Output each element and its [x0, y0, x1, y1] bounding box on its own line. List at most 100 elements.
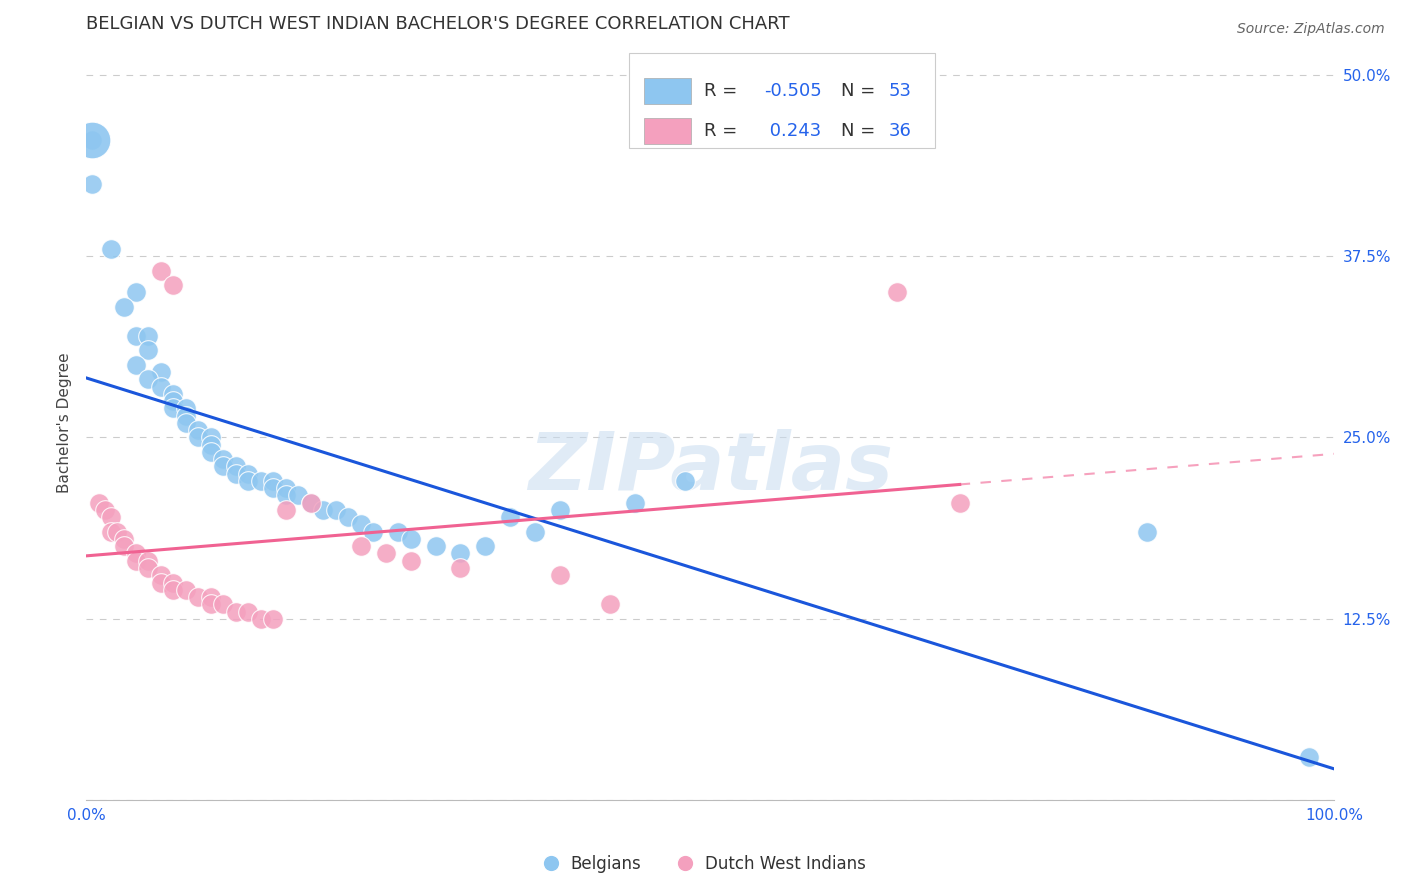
Point	[325, 503, 347, 517]
Bar	[644, 78, 692, 103]
Point	[125, 329, 148, 343]
Point	[162, 575, 184, 590]
Point	[125, 547, 148, 561]
Point	[249, 474, 271, 488]
Point	[162, 387, 184, 401]
Point	[249, 612, 271, 626]
Point	[238, 605, 260, 619]
Point	[262, 474, 284, 488]
FancyBboxPatch shape	[628, 54, 935, 147]
Point	[174, 401, 197, 416]
Text: R =: R =	[704, 82, 742, 100]
Point	[299, 496, 322, 510]
Point	[174, 582, 197, 597]
Point	[399, 554, 422, 568]
Text: R =: R =	[704, 122, 742, 140]
Point	[225, 467, 247, 481]
Point	[225, 459, 247, 474]
Point	[1298, 749, 1320, 764]
Point	[138, 343, 160, 358]
Text: N =: N =	[841, 122, 882, 140]
Point	[174, 409, 197, 423]
Point	[312, 503, 335, 517]
Point	[399, 532, 422, 546]
Point	[100, 242, 122, 256]
Point	[200, 590, 222, 604]
Point	[212, 597, 235, 611]
Text: 0.243: 0.243	[763, 122, 821, 140]
Point	[149, 568, 172, 582]
Legend: Belgians, Dutch West Indians: Belgians, Dutch West Indians	[534, 848, 872, 880]
Point	[337, 510, 360, 524]
Point	[425, 539, 447, 553]
Point	[149, 575, 172, 590]
Point	[149, 365, 172, 379]
Point	[138, 329, 160, 343]
Point	[125, 285, 148, 300]
Point	[82, 133, 104, 147]
Point	[599, 597, 621, 611]
Point	[299, 496, 322, 510]
Text: BELGIAN VS DUTCH WEST INDIAN BACHELOR'S DEGREE CORRELATION CHART: BELGIAN VS DUTCH WEST INDIAN BACHELOR'S …	[86, 15, 790, 33]
Point	[112, 539, 135, 553]
Text: ZIPatlas: ZIPatlas	[527, 429, 893, 508]
Point	[673, 474, 696, 488]
Point	[125, 554, 148, 568]
Point	[474, 539, 496, 553]
Point	[624, 496, 647, 510]
Point	[524, 524, 547, 539]
Point	[550, 503, 572, 517]
Point	[387, 524, 409, 539]
Point	[100, 524, 122, 539]
Y-axis label: Bachelor's Degree: Bachelor's Degree	[58, 352, 72, 493]
Point	[225, 605, 247, 619]
Point	[262, 481, 284, 495]
Point	[212, 459, 235, 474]
Point	[105, 524, 128, 539]
Point	[187, 430, 209, 444]
Point	[149, 379, 172, 393]
Point	[162, 278, 184, 293]
Point	[82, 133, 104, 147]
Point	[274, 488, 297, 502]
Point	[187, 423, 209, 437]
Point	[262, 612, 284, 626]
Point	[87, 496, 110, 510]
Point	[499, 510, 522, 524]
Point	[100, 510, 122, 524]
Point	[274, 503, 297, 517]
Point	[350, 539, 373, 553]
Text: N =: N =	[841, 82, 882, 100]
Point	[949, 496, 972, 510]
Point	[374, 547, 396, 561]
Point	[200, 597, 222, 611]
Point	[162, 394, 184, 409]
Text: 53: 53	[889, 82, 911, 100]
Point	[94, 503, 117, 517]
Point	[162, 582, 184, 597]
Point	[1136, 524, 1159, 539]
Point	[450, 547, 472, 561]
Point	[125, 358, 148, 372]
Point	[238, 474, 260, 488]
Point	[162, 401, 184, 416]
Point	[212, 452, 235, 467]
Point	[450, 561, 472, 575]
Point	[174, 416, 197, 430]
Point	[82, 177, 104, 191]
Point	[238, 467, 260, 481]
Point	[886, 285, 908, 300]
Point	[200, 430, 222, 444]
Point	[149, 263, 172, 277]
Point	[287, 488, 309, 502]
Point	[274, 481, 297, 495]
Point	[112, 300, 135, 314]
Text: -0.505: -0.505	[763, 82, 821, 100]
Text: 36: 36	[889, 122, 911, 140]
Point	[200, 445, 222, 459]
Bar	[644, 118, 692, 144]
Point	[112, 532, 135, 546]
Point	[200, 438, 222, 452]
Point	[138, 554, 160, 568]
Point	[138, 372, 160, 386]
